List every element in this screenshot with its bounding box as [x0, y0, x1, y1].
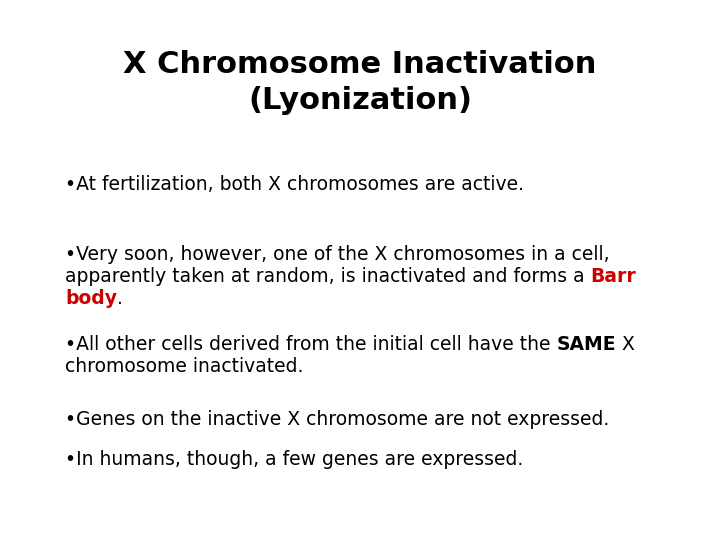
Text: •All other cells derived from the initial cell have the: •All other cells derived from the initia… — [65, 335, 557, 354]
Text: .: . — [117, 289, 123, 308]
Text: •In humans, though, a few genes are expressed.: •In humans, though, a few genes are expr… — [65, 450, 523, 469]
Text: body: body — [65, 289, 117, 308]
Text: •Very soon, however, one of the X chromosomes in a cell,: •Very soon, however, one of the X chromo… — [65, 245, 610, 264]
Text: apparently taken at random, is inactivated and forms a: apparently taken at random, is inactivat… — [65, 267, 590, 286]
Text: (Lyonization): (Lyonization) — [248, 86, 472, 115]
Text: chromosome inactivated.: chromosome inactivated. — [65, 357, 303, 376]
Text: •At fertilization, both X chromosomes are active.: •At fertilization, both X chromosomes ar… — [65, 175, 524, 194]
Text: Barr: Barr — [590, 267, 636, 286]
Text: •Genes on the inactive X chromosome are not expressed.: •Genes on the inactive X chromosome are … — [65, 410, 609, 429]
Text: SAME: SAME — [557, 335, 616, 354]
Text: X: X — [616, 335, 635, 354]
Text: X Chromosome Inactivation: X Chromosome Inactivation — [123, 50, 597, 79]
